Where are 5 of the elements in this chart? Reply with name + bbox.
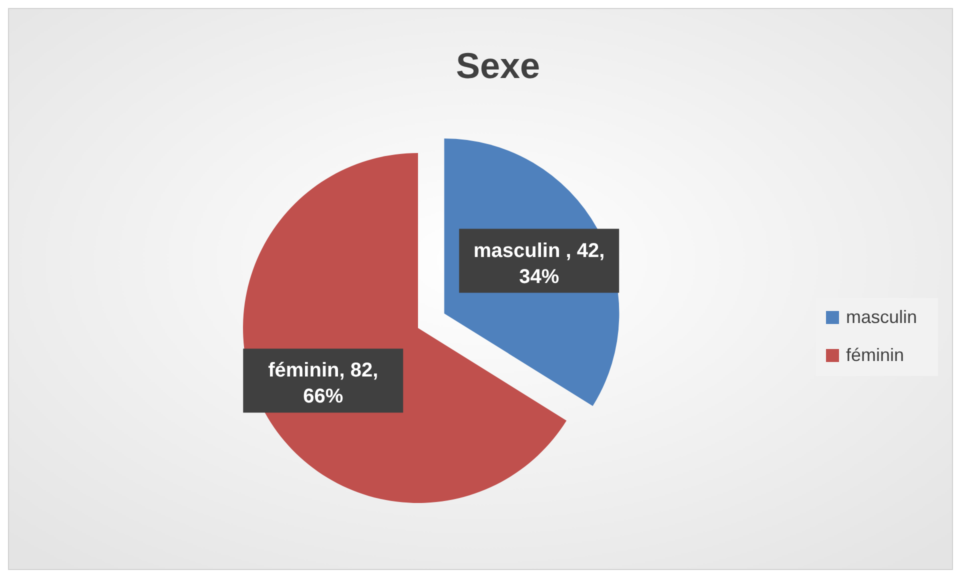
data-label: masculin , 42, 34%: [474, 240, 605, 288]
legend-label: masculin: [846, 307, 918, 327]
legend-label: féminin: [846, 345, 904, 365]
chart-title: Sexe: [456, 45, 540, 86]
data-label: féminin, 82, 66%: [268, 360, 378, 408]
